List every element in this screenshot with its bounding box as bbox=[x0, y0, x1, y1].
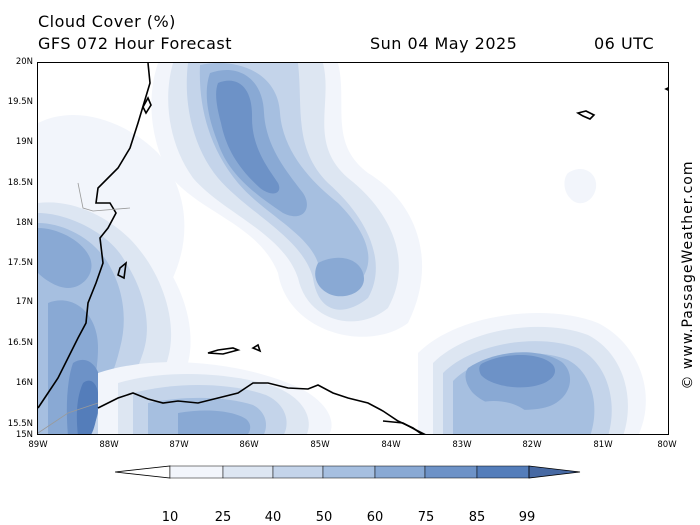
coastline-honduras-north bbox=[97, 382, 423, 434]
legend-swatch-60 bbox=[374, 465, 426, 479]
lat-label-17n: 17N bbox=[15, 297, 33, 307]
coastline-yucatan bbox=[38, 63, 151, 409]
forecast-subtitle: GFS 072 Hour Forecast bbox=[38, 34, 233, 53]
lat-label-18-5n: 18.5N bbox=[7, 178, 33, 188]
cloud-region-central-60 bbox=[315, 257, 364, 297]
legend-arrow-low bbox=[115, 465, 171, 479]
lon-label-81w: 81W bbox=[593, 440, 613, 450]
map-canvas bbox=[38, 63, 668, 434]
legend-swatch-75 bbox=[424, 465, 478, 479]
lat-label-17-5n: 17.5N bbox=[7, 258, 33, 268]
lon-label-89w: 89W bbox=[28, 440, 48, 450]
legend-label-25: 25 bbox=[214, 510, 232, 525]
map-title: Cloud Cover (%) bbox=[38, 12, 176, 31]
lon-label-82w: 82W bbox=[522, 440, 542, 450]
lat-label-16n: 16N bbox=[15, 378, 33, 388]
island-cozumel bbox=[142, 96, 152, 115]
island-jamaica-edge bbox=[664, 87, 668, 91]
lon-label-86w: 86W bbox=[239, 440, 259, 450]
cloud-region-southeast-50b bbox=[478, 401, 530, 434]
legend-swatch-10 bbox=[169, 465, 224, 479]
legend-label-85: 85 bbox=[468, 510, 486, 525]
color-legend bbox=[115, 465, 581, 479]
legend-arrow-high bbox=[528, 465, 581, 479]
lat-label-19n: 19N bbox=[15, 137, 33, 147]
lat-label-18n: 18N bbox=[15, 218, 33, 228]
legend-swatch-85 bbox=[476, 465, 530, 479]
cloud-region-west-60 bbox=[38, 228, 92, 288]
cloud-region-east-10 bbox=[564, 168, 597, 204]
cloud-region-west-85 bbox=[76, 380, 99, 434]
coastline-mosquitia bbox=[382, 420, 426, 434]
island-bay bbox=[207, 347, 241, 355]
reef-belize bbox=[117, 261, 128, 280]
island-small-1 bbox=[251, 343, 262, 353]
lat-label-16-5n: 16.5N bbox=[7, 338, 33, 348]
lat-label-15n: 15N bbox=[15, 430, 33, 440]
copyright-watermark: © www.PassageWeather.com bbox=[680, 160, 696, 390]
legend-swatch-50 bbox=[322, 465, 376, 479]
legend-label-75: 75 bbox=[417, 510, 435, 525]
legend-label-60: 60 bbox=[366, 510, 384, 525]
cloud-layer bbox=[38, 63, 646, 434]
legend-label-50: 50 bbox=[315, 510, 333, 525]
lon-label-80w: 80W bbox=[657, 440, 677, 450]
cloud-region-north-75 bbox=[216, 80, 280, 194]
valid-time: 06 UTC bbox=[594, 34, 655, 53]
coastline-layer bbox=[38, 63, 668, 434]
valid-date: Sun 04 May 2025 bbox=[370, 34, 518, 53]
lon-label-88w: 88W bbox=[99, 440, 119, 450]
legend-label-40: 40 bbox=[264, 510, 282, 525]
border-guatemala-honduras bbox=[38, 402, 99, 434]
cloud-cover-map[interactable] bbox=[37, 62, 669, 435]
legend-label-10: 10 bbox=[161, 510, 179, 525]
legend-label-99: 99 bbox=[518, 510, 536, 525]
legend-swatch-25 bbox=[222, 465, 274, 479]
border-layer bbox=[38, 182, 131, 434]
cloud-region-south-60 bbox=[178, 410, 251, 434]
cloud-region-southeast-75 bbox=[479, 354, 556, 388]
lat-label-19-5n: 19.5N bbox=[7, 97, 33, 107]
legend-swatch-40 bbox=[272, 465, 324, 479]
lon-label-83w: 83W bbox=[452, 440, 472, 450]
lon-label-84w: 84W bbox=[381, 440, 401, 450]
border-mexico-belize bbox=[77, 182, 131, 212]
lat-label-15-5n: 15.5N bbox=[7, 419, 33, 429]
lon-label-85w: 85W bbox=[310, 440, 330, 450]
cays-east bbox=[575, 110, 596, 120]
lon-label-87w: 87W bbox=[169, 440, 189, 450]
lat-label-20n: 20N bbox=[15, 57, 33, 67]
